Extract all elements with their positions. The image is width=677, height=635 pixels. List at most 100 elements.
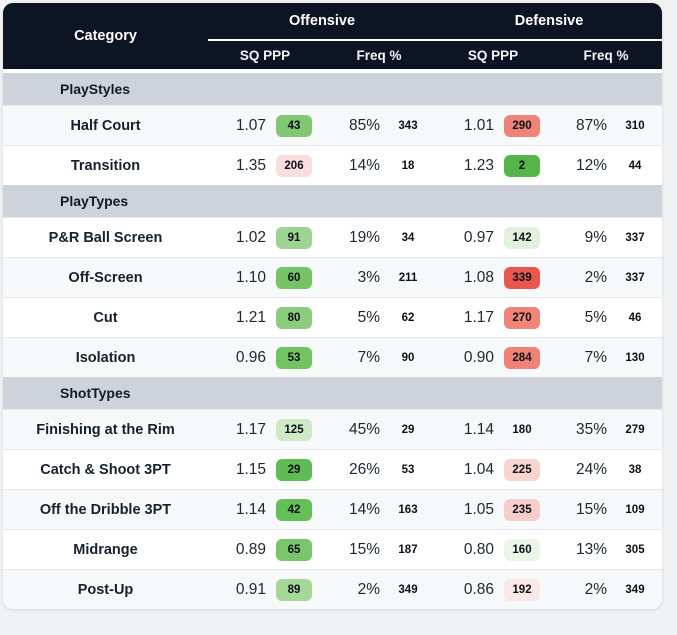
value-rank-pair: 1.01 290: [437, 114, 549, 137]
rank-badge: 43: [276, 114, 312, 137]
table-row: Catch & Shoot 3PT 1.15 29 26% 53 1.04 225 24% 38: [3, 449, 662, 490]
rank-badge: 339: [504, 266, 540, 289]
def-freq-value: 24%: [575, 460, 607, 478]
def-freq-cell: 13% 305: [550, 529, 662, 570]
section-row-shottypes: ShotTypes: [3, 377, 662, 410]
value-rank-pair: 26% 53: [323, 459, 435, 481]
off-freq-value: 2%: [357, 580, 380, 598]
value-rank-pair: 3% 211: [323, 267, 435, 289]
off-freq-value: 26%: [348, 460, 380, 478]
value-rank-pair: 1.04 225: [437, 458, 549, 481]
def-sq-ppp-cell: 1.08 339: [436, 257, 550, 298]
value-rank-pair: 1.02 91: [209, 226, 321, 249]
value-rank-pair: 1.07 43: [209, 114, 321, 137]
off-freq-cell: 19% 34: [322, 217, 436, 258]
offensive-group-header: Offensive: [208, 3, 436, 41]
def-freq-value: 12%: [575, 156, 607, 174]
def-freq-value: 9%: [584, 228, 607, 246]
off-freq-value: 14%: [348, 500, 380, 518]
category-cell: Transition: [3, 145, 208, 185]
off-freq-value: 45%: [348, 420, 380, 438]
rank-text: 18: [401, 159, 415, 172]
rank-text: 279: [625, 423, 645, 436]
off-sq-ppp-cell: 1.02 91: [208, 217, 322, 258]
value-rank-pair: 7% 90: [323, 347, 435, 369]
rank-text: 343: [398, 119, 418, 132]
rank-badge: 142: [504, 226, 540, 249]
rank-badge: 2: [504, 154, 540, 177]
def-sq-ppp-cell: 0.80 160: [436, 529, 550, 570]
table-body: PlayStyles Half Court 1.07 43 85% 343 1.01 290 8…: [3, 69, 662, 609]
page-background-strip: [0, 609, 677, 635]
value-rank-pair: 2% 349: [323, 579, 435, 601]
value-rank-pair: 15% 187: [323, 539, 435, 561]
value-rank-pair: 24% 38: [551, 459, 661, 481]
def-freq-cell: 87% 310: [550, 105, 662, 146]
defensive-group-header: Defensive: [436, 3, 662, 41]
value-rank-pair: 15% 109: [551, 499, 661, 521]
off-sq-ppp-value: 1.07: [235, 116, 266, 134]
section-row-playstyles: PlayStyles: [3, 69, 662, 106]
off-freq-cell: 45% 29: [322, 409, 436, 450]
rank-badge: 192: [504, 578, 540, 601]
def-sq-ppp-cell: 0.86 192: [436, 569, 550, 609]
rank-text: 38: [628, 463, 642, 476]
off-freq-cell: 14% 163: [322, 489, 436, 530]
value-rank-pair: 45% 29: [323, 419, 435, 441]
value-rank-pair: 2% 337: [551, 267, 661, 289]
value-rank-pair: 1.23 2: [437, 154, 549, 177]
def-sq-ppp-value: 1.17: [463, 308, 494, 326]
value-rank-pair: 1.08 339: [437, 266, 549, 289]
off-sq-ppp-value: 1.14: [235, 500, 266, 518]
off-freq-cell: 14% 18: [322, 145, 436, 185]
def-freq-value: 35%: [575, 420, 607, 438]
value-rank-pair: 0.80 160: [437, 538, 549, 561]
rank-text: 34: [401, 231, 415, 244]
off-freq-value: 3%: [357, 268, 380, 286]
off-sq-ppp-value: 1.35: [235, 156, 266, 174]
stats-table: Category Offensive Defensive SQ PPP Freq…: [3, 3, 662, 609]
off-sq-ppp-cell: 1.15 29: [208, 449, 322, 490]
off-sq-ppp-cell: 1.07 43: [208, 105, 322, 146]
value-rank-pair: 0.96 53: [209, 346, 321, 369]
off-freq-value: 19%: [348, 228, 380, 246]
rank-text: 163: [398, 503, 418, 516]
rank-text: 46: [628, 311, 642, 324]
table-row: Off the Dribble 3PT 1.14 42 14% 163 1.05 235 15…: [3, 489, 662, 530]
def-sq-ppp-value: 0.90: [463, 348, 494, 366]
off-sq-ppp-cell: 0.96 53: [208, 337, 322, 377]
off-sq-ppp-value: 0.89: [235, 540, 266, 558]
value-rank-pair: 0.97 142: [437, 226, 549, 249]
value-rank-pair: 0.91 89: [209, 578, 321, 601]
section-row-playtypes: PlayTypes: [3, 185, 662, 218]
category-cell: Catch & Shoot 3PT: [3, 449, 208, 490]
category-cell: Cut: [3, 297, 208, 338]
offensive-freq-header: Freq %: [322, 40, 436, 71]
def-sq-ppp-value: 1.05: [463, 500, 494, 518]
value-rank-pair: 14% 163: [323, 499, 435, 521]
category-cell: Off-Screen: [3, 257, 208, 298]
table-row: Transition 1.35 206 14% 18 1.23 2 12% 44: [3, 145, 662, 185]
rank-badge: 42: [276, 498, 312, 521]
def-freq-value: 2%: [584, 580, 607, 598]
rank-text: 187: [398, 543, 418, 556]
def-freq-value: 7%: [584, 348, 607, 366]
off-sq-ppp-cell: 1.21 80: [208, 297, 322, 338]
def-sq-ppp-cell: 1.14 180: [436, 409, 550, 450]
table-row: Finishing at the Rim 1.17 125 45% 29 1.14 180 3…: [3, 409, 662, 450]
rank-badge: 225: [504, 458, 540, 481]
value-rank-pair: 35% 279: [551, 419, 661, 441]
table-header: Category Offensive Defensive SQ PPP Freq…: [3, 3, 662, 71]
value-rank-pair: 1.21 80: [209, 306, 321, 329]
value-rank-pair: 0.90 284: [437, 346, 549, 369]
value-rank-pair: 14% 18: [323, 155, 435, 177]
rank-text: 310: [625, 119, 645, 132]
category-cell: Off the Dribble 3PT: [3, 489, 208, 530]
value-rank-pair: 19% 34: [323, 227, 435, 249]
value-rank-pair: 5% 46: [551, 307, 661, 329]
rank-badge: 60: [276, 266, 312, 289]
value-rank-pair: 13% 305: [551, 539, 661, 561]
rank-text: 337: [625, 231, 645, 244]
def-sq-ppp-cell: 1.05 235: [436, 489, 550, 530]
category-cell: Post-Up: [3, 569, 208, 609]
